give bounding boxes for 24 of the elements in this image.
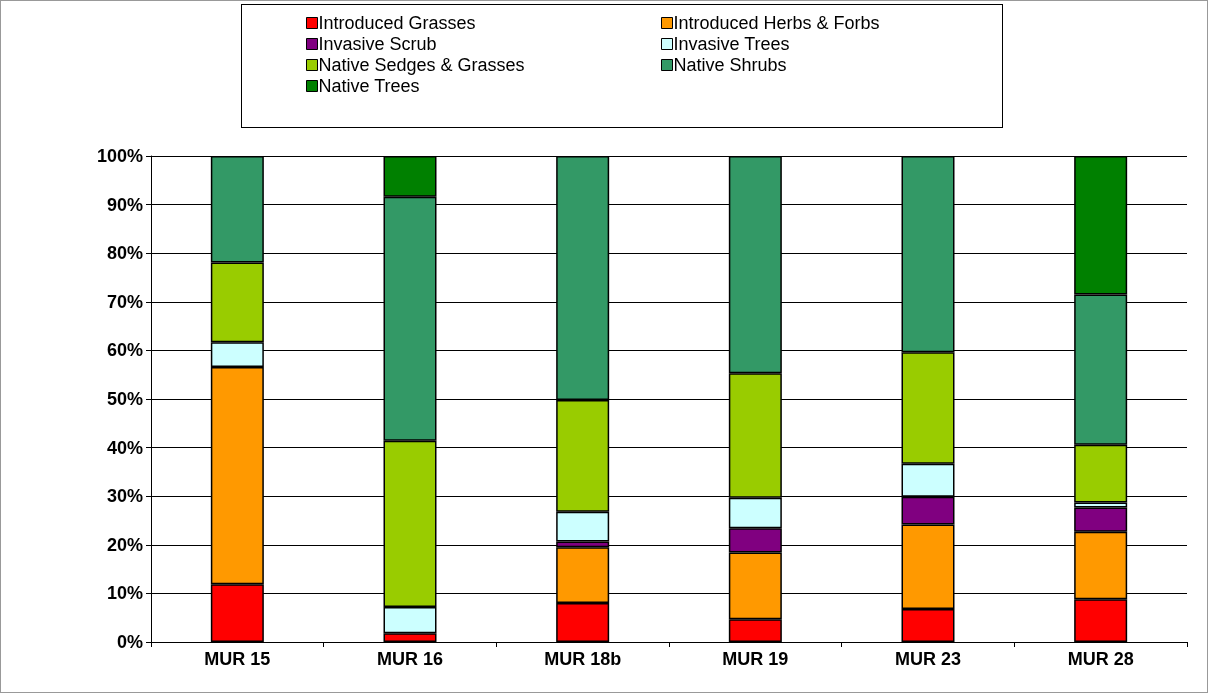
- legend-label: Invasive Trees: [673, 34, 790, 54]
- legend-label: Introduced Grasses: [318, 13, 476, 33]
- y-tick-label: 50%: [106, 389, 143, 409]
- y-tick-label: 40%: [106, 437, 143, 458]
- legend-label: Native Sedges & Grasses: [318, 55, 525, 75]
- y-tick-label: 80%: [106, 243, 143, 264]
- x-tick-label: MUR 28: [1067, 649, 1134, 669]
- x-tick-label: MUR 18b: [544, 649, 622, 669]
- legend-label: Invasive Scrub: [318, 34, 437, 54]
- legend-label: Introduced Herbs & Forbs: [673, 13, 880, 33]
- y-tick-label: 0%: [116, 632, 143, 652]
- y-tick-label: 60%: [106, 340, 143, 361]
- x-tick-label: MUR 15: [204, 649, 271, 669]
- y-tick-label: 20%: [106, 534, 143, 555]
- x-tick-label: MUR 23: [894, 649, 962, 669]
- x-tick-label: MUR 19: [722, 649, 789, 669]
- y-tick-label: 10%: [106, 583, 143, 604]
- y-tick-label: 100%: [96, 146, 143, 166]
- y-tick-label: 70%: [106, 291, 143, 312]
- y-tick-label: 90%: [106, 194, 143, 215]
- x-tick-label: MUR 16: [376, 649, 444, 669]
- legend-label: Native Shrubs: [673, 55, 787, 75]
- legend-label: Native Trees: [318, 76, 420, 96]
- y-tick-label: 30%: [106, 486, 143, 507]
